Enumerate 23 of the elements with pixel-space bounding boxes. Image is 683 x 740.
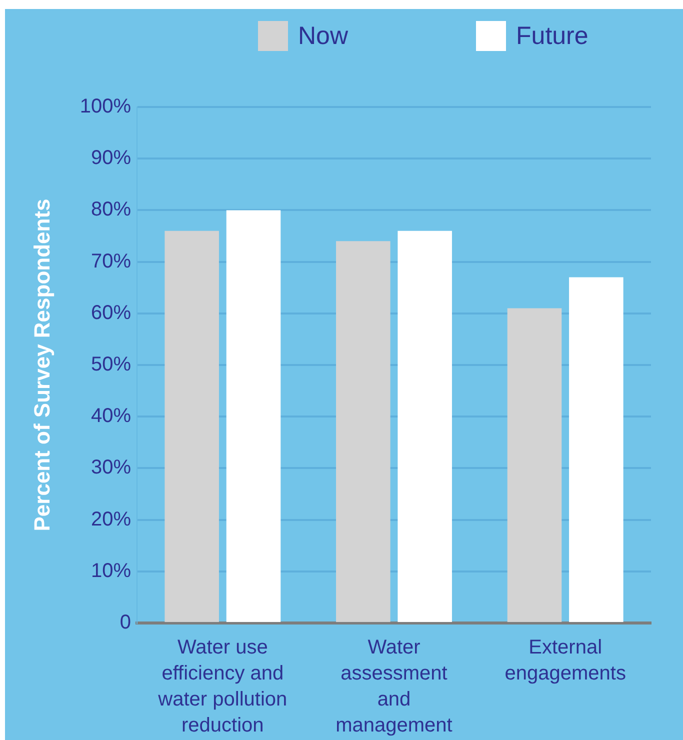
bar [226, 210, 281, 622]
legend-label: Future [516, 21, 588, 51]
y-tick-label: 60% [90, 302, 132, 324]
y-tick-label: 100% [80, 96, 132, 118]
y-tick-label: 80% [90, 198, 132, 221]
y-tick-label: 20% [90, 508, 132, 530]
x-tick-label: Water assessment and management [336, 636, 453, 737]
y-tick-label: 70% [90, 250, 132, 272]
bar [507, 308, 562, 622]
legend-label: Now [298, 21, 348, 51]
x-tick-label: External engagements [504, 636, 626, 685]
x-tick-label: Water use efficiency and water pollution reduction [157, 636, 288, 737]
y-tick-label: 30% [90, 456, 132, 479]
y-tick-label: 50% [90, 354, 132, 376]
y-tick-label: 40% [90, 405, 132, 428]
y-tick-label: 10% [90, 560, 132, 582]
y-axis-title: Percent of Survey Respondents [29, 198, 54, 532]
bar [569, 277, 624, 622]
bar [336, 241, 390, 622]
bar [398, 230, 452, 622]
y-tick-label: 0 [120, 612, 131, 634]
y-tick-label: 90% [90, 147, 132, 170]
bar [164, 230, 219, 622]
